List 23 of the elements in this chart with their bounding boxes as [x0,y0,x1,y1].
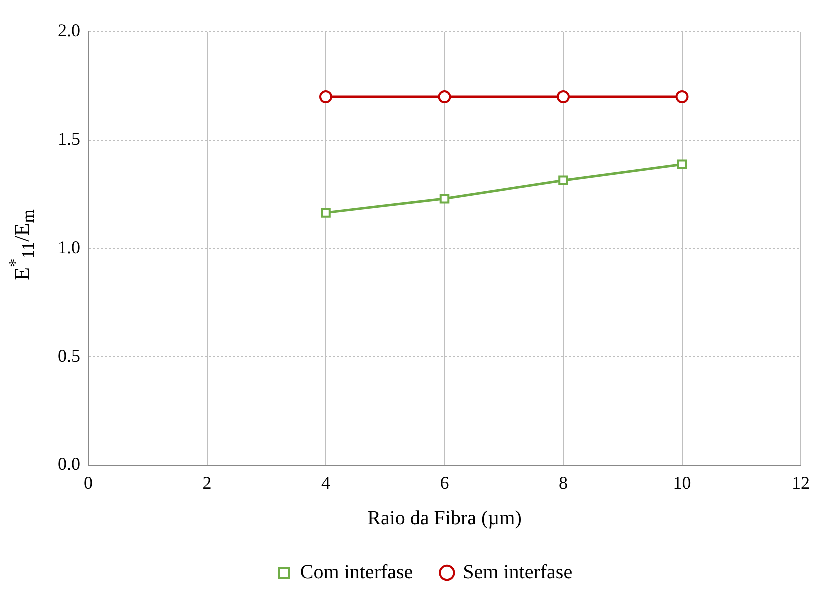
y-tick-label: 1.0 [58,237,80,258]
x-tick-label: 0 [84,472,93,493]
point [558,176,568,186]
point [440,194,450,204]
y-tick-label: 1.5 [58,129,80,150]
x-tick-label: 12 [792,472,810,493]
legend-label: Sem interfase [463,561,573,584]
y-tick-label: 0.5 [58,346,80,366]
x-tick-label: 2 [202,472,212,493]
x-tick-label: 4 [322,472,330,493]
x-tick-label: 10 [673,472,692,493]
y-tick-label: 2.0 [58,20,80,41]
legend-label: Com interfase [300,561,414,584]
x-axis-title: Raio da Fibra (µm) [368,507,522,530]
point [321,208,331,218]
x-tick-label: 6 [440,472,450,493]
x-tick-label: 8 [559,472,568,493]
point [320,90,332,104]
y-tick-label: 0.0 [58,454,80,474]
point [438,90,452,104]
point [677,160,688,170]
point [557,90,570,104]
point [676,90,689,104]
